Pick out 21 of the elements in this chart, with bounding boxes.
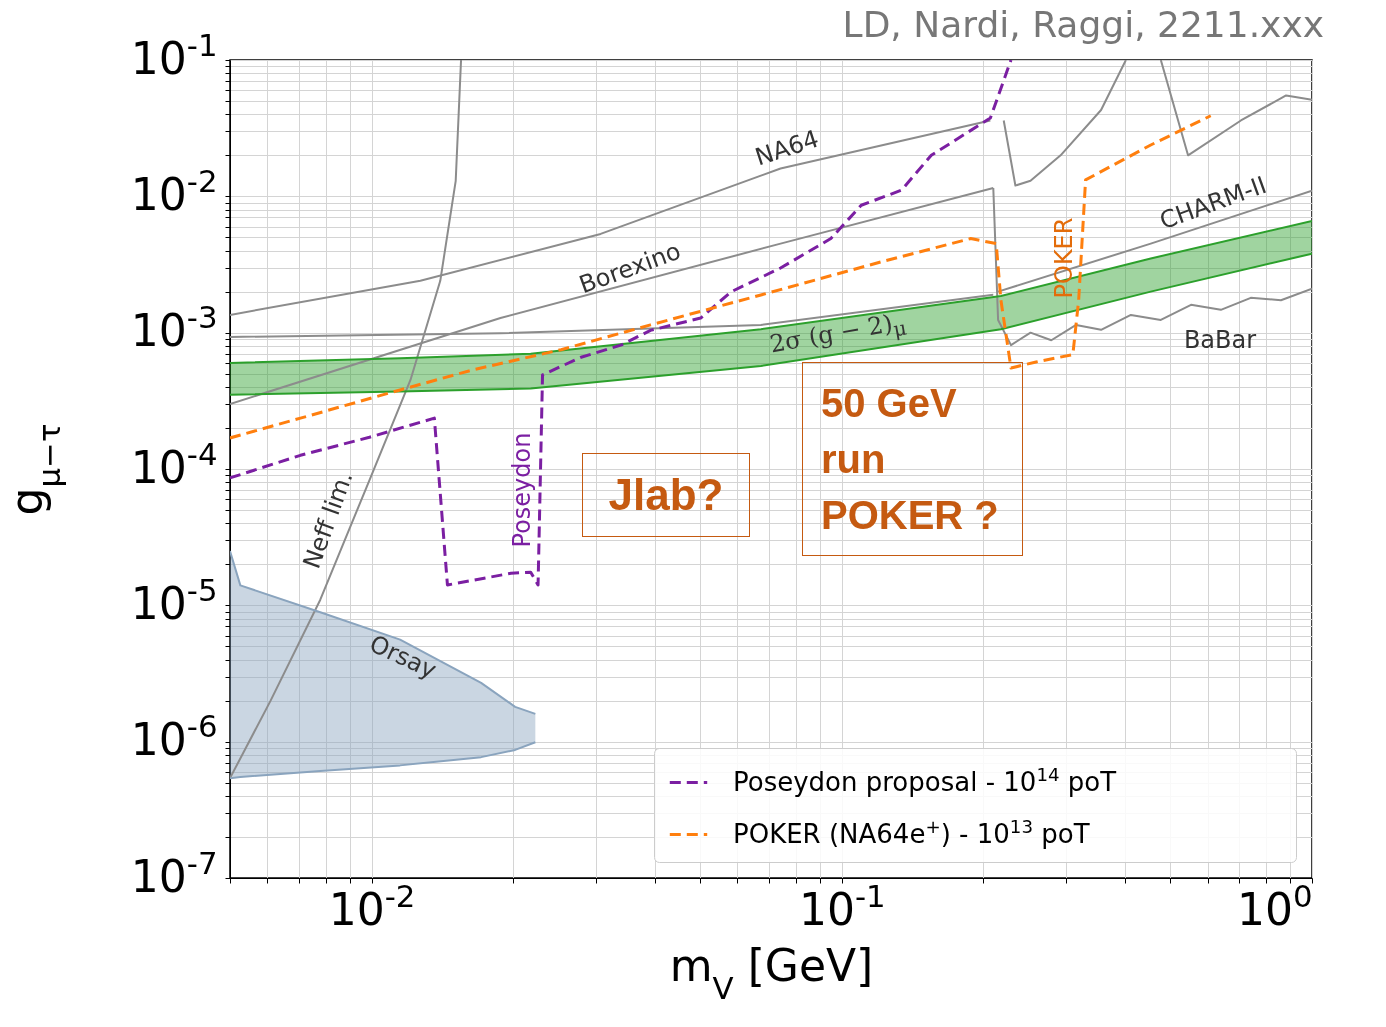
annotation: Poseydon (508, 432, 536, 548)
x-axis-title: m$_{V}$ [GeV] (669, 939, 874, 1006)
y-tick-label: 10$^{-5}$ (130, 571, 218, 629)
note-box: 50 GeV run POKER ? (802, 362, 1023, 556)
y-tick-label: 10$^{-7}$ (130, 844, 218, 902)
legend-label: POKER (NA64e$^{+}$) - 10$^{13}$ poT (733, 815, 1090, 849)
annotation: Neff lim. (297, 467, 359, 573)
y-tick-label: 10$^{-3}$ (130, 299, 218, 357)
y-tick-label: 10$^{-2}$ (130, 162, 218, 220)
x-tick-label: 10$^{-1}$ (798, 877, 886, 935)
y-tick-label: 10$^{-6}$ (130, 708, 218, 766)
y-tick-label: 10$^{-1}$ (130, 26, 218, 84)
legend-label: Poseydon proposal - 10$^{14}$ poT (733, 763, 1117, 797)
annotation: POKER (1050, 217, 1078, 299)
text: LD, Nardi, Raggi, 2211.xxx (842, 4, 1324, 45)
x-tick-label: 10$^{0}$ (1236, 877, 1313, 935)
annotation: NA64 (751, 124, 823, 172)
annotation: BaBar (1183, 326, 1257, 354)
y-tick-label: 10$^{-4}$ (130, 435, 218, 493)
x-tick-label: 10$^{-2}$ (328, 877, 416, 935)
note-box: Jlab? (582, 453, 750, 537)
